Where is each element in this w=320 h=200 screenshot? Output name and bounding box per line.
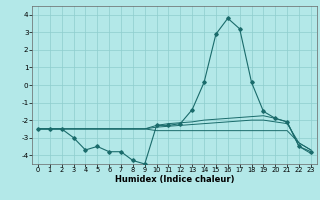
X-axis label: Humidex (Indice chaleur): Humidex (Indice chaleur): [115, 175, 234, 184]
